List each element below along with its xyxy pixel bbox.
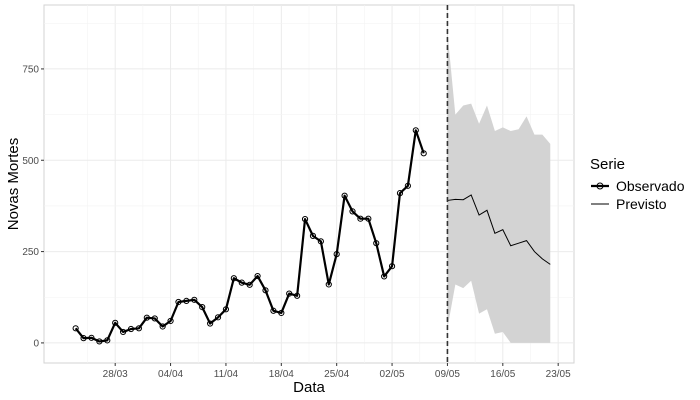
x-tick-label: 11/04: [214, 369, 239, 380]
x-tick-label: 18/04: [269, 369, 294, 380]
forecast-band-area: [447, 32, 551, 343]
previsto-line: [447, 194, 551, 265]
observado-point: [301, 215, 309, 223]
y-tick-label: 750: [22, 64, 39, 75]
observado-point: [333, 251, 340, 258]
observado-point: [349, 208, 356, 215]
observado-point: [112, 319, 119, 326]
observado-point: [246, 281, 253, 288]
x-axis-title: Data: [293, 379, 325, 396]
x-tick-label: 09/05: [435, 369, 460, 380]
observado-point: [420, 150, 427, 157]
observado-point: [135, 325, 143, 332]
observado-point: [207, 320, 214, 327]
observado-point: [88, 334, 95, 341]
x-tick-label: 23/05: [546, 369, 571, 380]
observado-point: [412, 127, 419, 134]
observado-point: [127, 325, 135, 333]
observado-point: [104, 337, 111, 344]
x-tick-label: 02/05: [380, 369, 405, 380]
observado-point: [373, 240, 380, 247]
x-tick-label: 16/05: [490, 369, 515, 380]
observado-point: [294, 292, 301, 299]
observado-point: [214, 314, 222, 321]
y-tick-label: 500: [22, 156, 39, 167]
x-tick-label: 25/04: [324, 369, 349, 380]
y-axis-title: Novas Mortes: [5, 138, 22, 231]
observado-point: [309, 232, 317, 239]
x-tick-label: 28/03: [103, 369, 128, 380]
observado-point: [357, 215, 364, 222]
legend-key-observado-point: [596, 182, 604, 190]
observado-point: [270, 307, 277, 314]
legend-title: Serie: [590, 156, 625, 173]
y-tick-labels: 0 250 500 750: [22, 64, 44, 349]
observado-point: [341, 192, 348, 199]
legend: Serie Observado Previsto: [590, 156, 685, 212]
observado-point: [404, 182, 411, 189]
observado-point: [199, 304, 206, 311]
observado-point: [80, 335, 87, 342]
observado-point: [286, 290, 293, 297]
legend-label-observado: Observado: [616, 178, 685, 194]
observado-point: [381, 273, 388, 280]
observado-point: [254, 272, 261, 280]
grid: [44, 5, 574, 363]
observado-point: [262, 287, 269, 294]
observado-point: [72, 325, 79, 332]
observado-point: [238, 279, 245, 286]
observado-point: [96, 338, 103, 345]
forecast-interval-band: [447, 32, 551, 343]
observado-point: [365, 215, 372, 222]
observado-point: [325, 281, 332, 288]
legend-label-previsto: Previsto: [616, 196, 667, 212]
observado-point: [278, 309, 285, 317]
observado-point: [388, 263, 396, 270]
observado-point: [317, 238, 324, 245]
y-tick-label: 0: [33, 338, 39, 349]
observado-point: [222, 306, 230, 313]
observado-point: [120, 328, 127, 336]
observado-point: [151, 315, 158, 322]
x-tick-label: 04/04: [158, 369, 183, 380]
observado-point: [143, 314, 150, 321]
observado-point: [159, 323, 166, 330]
y-tick-label: 250: [22, 247, 39, 258]
observado-point: [396, 190, 404, 197]
x-tick-labels: 28/03 04/04 11/04 18/04 25/04 02/05 09/05 16/05…: [103, 363, 571, 380]
observado-point: [183, 297, 190, 304]
observado-point: [191, 296, 198, 303]
observado-point: [167, 317, 174, 325]
observado-point: [175, 298, 182, 306]
observado-point: [230, 275, 237, 282]
observed-points: [72, 127, 427, 345]
